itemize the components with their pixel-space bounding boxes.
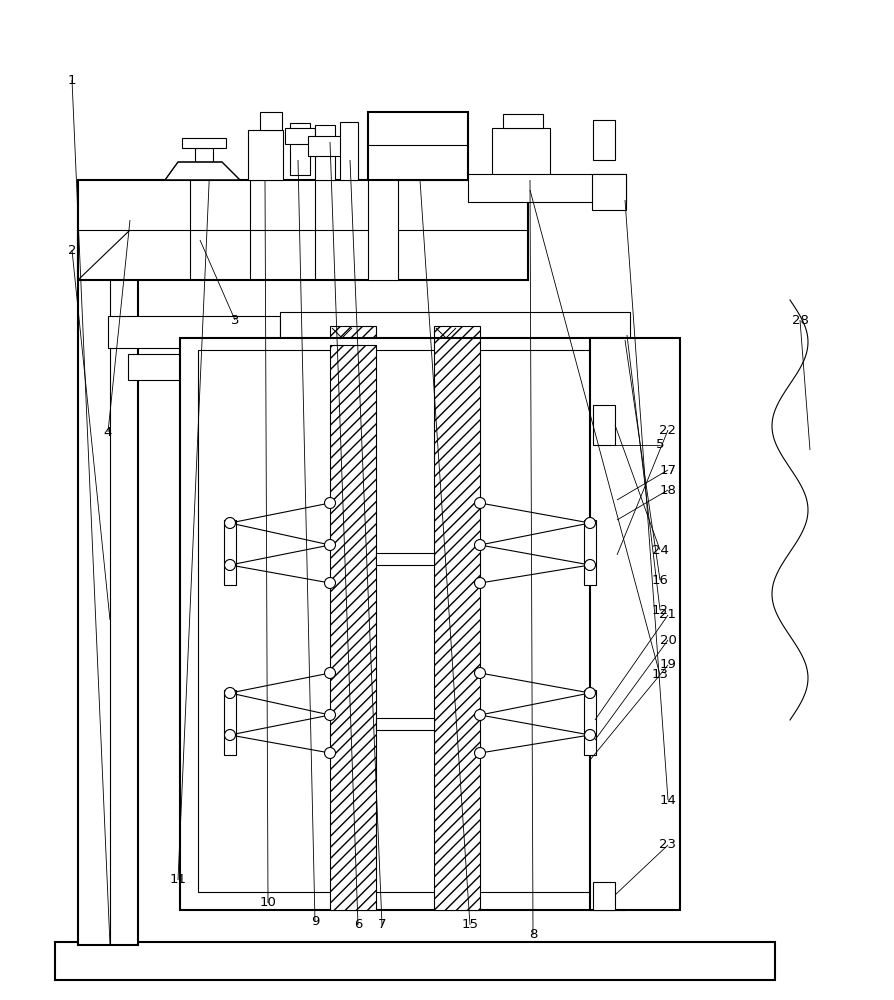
Bar: [367, 180, 398, 280]
Text: 19: 19: [659, 658, 676, 672]
Text: 12: 12: [651, 603, 668, 616]
Bar: [284, 128, 315, 144]
Bar: [593, 120, 614, 160]
Bar: [330, 326, 375, 350]
Text: 13: 13: [651, 668, 668, 682]
Bar: [195, 148, 213, 162]
Bar: [315, 125, 334, 180]
Text: 9: 9: [310, 915, 319, 928]
Bar: [591, 174, 625, 210]
Bar: [330, 345, 375, 910]
Polygon shape: [164, 162, 240, 180]
Text: 21: 21: [659, 608, 676, 621]
Circle shape: [474, 710, 485, 720]
Circle shape: [584, 729, 595, 740]
Circle shape: [325, 747, 335, 758]
Bar: [589, 338, 679, 910]
Text: 11: 11: [169, 874, 186, 886]
Circle shape: [325, 668, 335, 678]
Bar: [375, 553, 434, 565]
Bar: [502, 114, 543, 128]
Circle shape: [584, 518, 595, 528]
Text: 3: 3: [231, 314, 239, 326]
Text: 18: 18: [659, 484, 676, 496]
Circle shape: [584, 688, 595, 698]
Bar: [108, 316, 280, 348]
Circle shape: [474, 540, 485, 550]
Text: 2: 2: [68, 243, 76, 256]
Text: 7: 7: [377, 918, 386, 931]
Bar: [78, 180, 527, 280]
Circle shape: [474, 668, 485, 678]
Text: 4: 4: [104, 426, 112, 438]
Text: 8: 8: [528, 928, 536, 941]
Circle shape: [224, 560, 235, 570]
Bar: [260, 112, 282, 130]
Circle shape: [325, 578, 335, 588]
Bar: [78, 200, 138, 945]
Text: 28: 28: [790, 314, 807, 326]
Bar: [434, 338, 479, 910]
Text: 20: 20: [659, 634, 676, 646]
Circle shape: [325, 540, 335, 550]
Text: 10: 10: [259, 896, 276, 910]
Bar: [492, 128, 550, 180]
Text: 24: 24: [651, 544, 668, 556]
Bar: [308, 136, 342, 156]
Bar: [584, 690, 595, 755]
Text: 15: 15: [461, 918, 478, 931]
Bar: [198, 350, 608, 892]
Text: 5: 5: [655, 438, 663, 452]
Text: 14: 14: [659, 793, 676, 806]
Bar: [128, 354, 181, 380]
Circle shape: [325, 497, 335, 508]
Text: 17: 17: [659, 464, 676, 477]
Circle shape: [224, 729, 235, 740]
Circle shape: [474, 497, 485, 508]
Bar: [290, 123, 309, 175]
Bar: [593, 882, 614, 910]
Text: 16: 16: [651, 574, 668, 586]
Bar: [280, 312, 629, 352]
Bar: [181, 138, 226, 148]
Text: 1: 1: [68, 74, 76, 87]
Text: 6: 6: [353, 918, 362, 931]
Circle shape: [224, 518, 235, 528]
Bar: [593, 405, 614, 445]
Bar: [584, 520, 595, 585]
Bar: [375, 718, 434, 730]
Bar: [248, 130, 283, 180]
Text: 22: 22: [659, 424, 676, 436]
Circle shape: [474, 578, 485, 588]
Bar: [224, 520, 236, 585]
Circle shape: [224, 688, 235, 698]
Circle shape: [474, 747, 485, 758]
Bar: [224, 690, 236, 755]
Bar: [55, 942, 774, 980]
Bar: [367, 112, 468, 180]
Bar: [468, 174, 625, 202]
Bar: [434, 326, 479, 350]
Circle shape: [584, 560, 595, 570]
Circle shape: [325, 710, 335, 720]
Bar: [180, 338, 624, 910]
Text: 23: 23: [659, 838, 676, 851]
Bar: [340, 122, 358, 180]
